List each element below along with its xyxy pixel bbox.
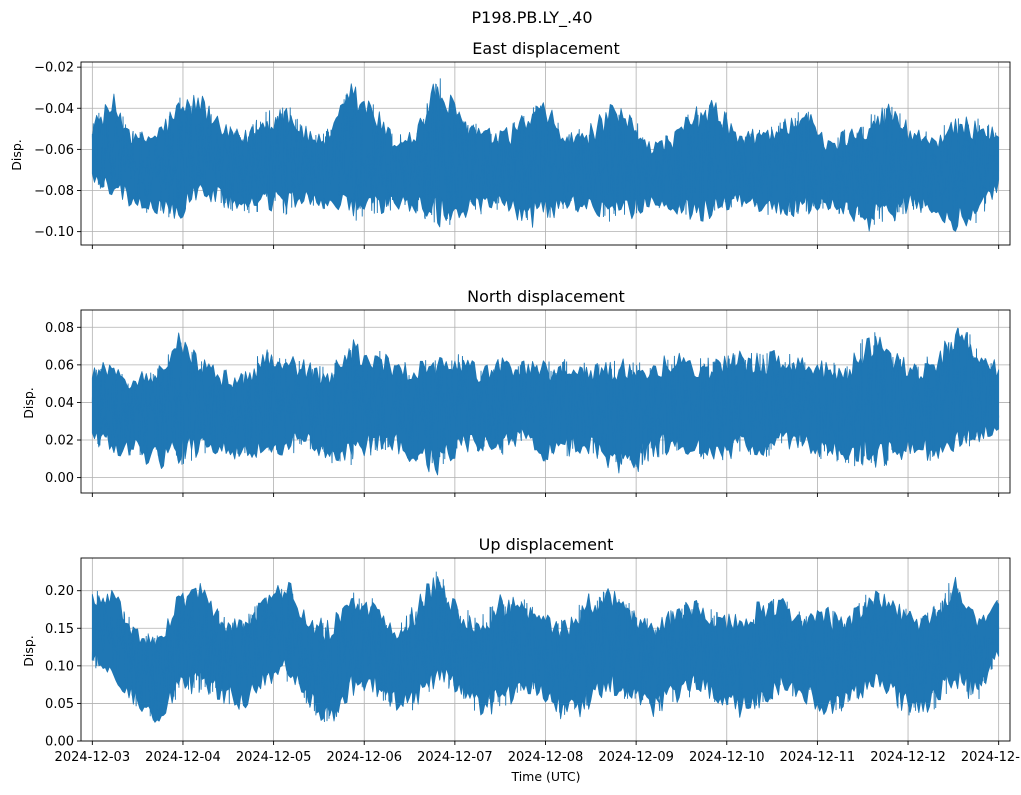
north-y-tick-label: 0.08 [45,321,74,336]
up-y-tick-label: 0.15 [45,622,74,637]
east-data-series [91,78,1000,225]
north-y-tick-label: 0.00 [45,471,74,486]
up-x-tick-label: 2024-12-04 [145,750,221,765]
up-y-axis-label: Disp. [21,635,36,667]
up-y-tick-label: 0.20 [45,584,74,599]
up-x-tick-label: 2024-12-12 [870,750,946,765]
up-x-tick-label: 2024-12-09 [598,750,674,765]
north-displacement-panel: North displacement Disp. 0.00 0.02 0.04 0.0… [21,287,1011,497]
east-displacement-panel: East displacement Disp. −0.02 −0.04 −0.06 −… [9,39,1011,249]
up-x-tick-label: 2024-12-05 [236,750,312,765]
up-panel-title: Up displacement [479,535,614,554]
up-x-tick-label: 2024-12-11 [780,750,856,765]
east-y-tick-label: −0.04 [34,102,74,117]
up-data-series [91,571,1000,722]
east-y-tick-label: −0.02 [34,61,74,76]
north-panel-title: North displacement [467,287,625,306]
north-data-series [91,328,1000,468]
up-x-tick-label: 2024-12-10 [689,750,765,765]
up-x-tick-label: 2024-12-07 [417,750,493,765]
up-x-tick-label: 2024-12-08 [508,750,584,765]
up-y-tick-label: 0.05 [45,697,74,712]
north-y-tick-label: 0.06 [45,358,74,373]
north-y-tick-label: 0.02 [45,434,74,449]
east-y-tick-label: −0.08 [34,184,74,199]
east-y-axis-label: Disp. [9,139,24,171]
east-y-tick-label: −0.10 [34,225,74,240]
up-x-tick-label: 2024-12-06 [326,750,402,765]
up-x-tick-label: 2024-12-03 [55,750,131,765]
north-y-tick-label: 0.04 [45,396,74,411]
up-y-tick-label: 0.00 [45,735,74,750]
up-y-tick-label: 0.10 [45,659,74,674]
east-panel-title: East displacement [472,39,619,58]
up-displacement-panel: Up displacement Disp. Time (UTC) 0.00 0.0… [21,535,1021,784]
figure-suptitle: P198.PB.LY_.40 [472,8,593,28]
up-x-tick-label: 2024-12-13 [961,750,1021,765]
x-axis-label: Time (UTC) [510,769,580,784]
east-y-tick-label: −0.06 [34,143,74,158]
north-y-axis-label: Disp. [21,387,36,419]
